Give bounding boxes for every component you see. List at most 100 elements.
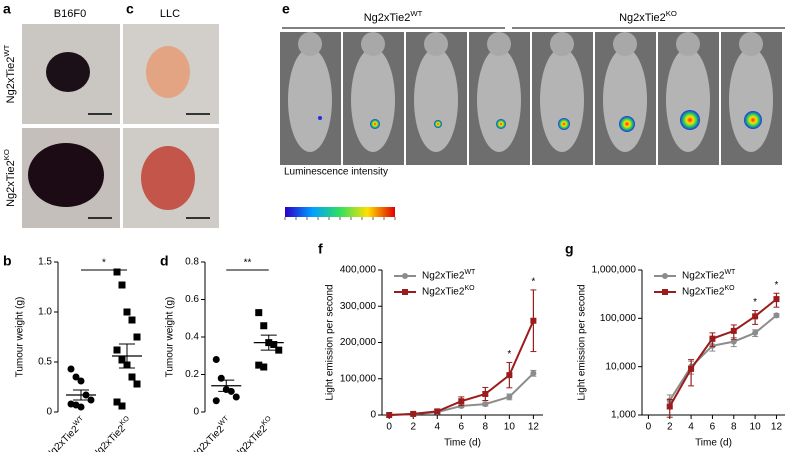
marker [72,373,80,381]
y-tick-label: 0.5 [38,357,52,368]
marker [666,403,673,410]
marker [386,412,393,418]
marker [530,317,537,324]
x-axis-label: Time (d) [444,438,481,449]
y-tick-label: 100,000 [600,313,637,324]
y-tick-label: 0.2 [185,369,199,380]
photo-a [22,24,120,228]
x-tick-label: Ng2xTie2KO [89,415,135,452]
photo-c [123,24,219,228]
mouse-body [414,48,458,152]
marker [275,346,283,354]
mouse-body [666,48,710,152]
x-tick-label: 4 [688,422,694,433]
y-tick-label: 0 [193,407,199,418]
marker [113,398,121,406]
marker [730,327,737,334]
y-axis-label: Tumour weight (g) [165,297,176,378]
marker [217,374,225,382]
marker [434,408,441,415]
panel-letter: e [282,1,290,17]
signal [558,118,570,130]
group-label: Ng2xTie2WT [364,9,423,24]
annotation: * [753,297,757,308]
y-tick-label: 10,000 [605,361,636,372]
significance: * [102,258,106,269]
panel-letter: d [160,253,169,269]
marker [87,396,95,404]
x-tick-label: 0 [386,422,392,433]
y-axis-label: Tumour weight (g) [15,297,26,378]
x-tick-label: 0 [646,422,652,433]
y-tick-label: 100,000 [340,373,377,384]
marker [270,341,278,348]
mouse-head [487,32,511,56]
marker [133,380,141,388]
panel-title: LLC [160,8,180,20]
series-line [668,314,778,401]
marker [67,365,75,373]
mouse-body [540,48,584,152]
marker [77,377,85,385]
annotation: * [507,349,511,360]
panel-title: B16F0 [54,8,86,20]
row-label: Ng2xTie2KO [2,149,17,207]
mouse-head [361,32,385,56]
signal [434,120,442,128]
mouse-body [729,48,773,152]
y-tick-label: 0.8 [185,257,199,268]
marker [118,281,126,289]
marker [128,316,136,324]
annotation: * [531,277,535,288]
signal [496,119,506,129]
y-tick-label: 0 [370,410,376,421]
marker [255,309,263,317]
x-tick-label: 2 [667,422,673,433]
mouse-body [477,48,521,152]
signal [680,110,700,130]
y-tick-label: 1.0 [38,307,52,318]
series-line [668,298,778,407]
marker [402,273,408,279]
annotation: * [775,280,779,291]
photo-e [280,32,782,165]
marker [482,401,489,408]
panel-letter: a [3,1,11,17]
x-tick-label: 10 [504,422,516,433]
x-tick-label: 12 [771,422,783,433]
mouse-head [424,32,448,56]
marker [260,363,268,371]
panel-letter: b [3,253,12,269]
y-tick-label: 1.5 [38,257,52,268]
marker [688,365,695,372]
x-tick-label: 6 [710,422,716,433]
marker [730,338,737,345]
row-label: Ng2xTie2WT [2,44,17,103]
mouse-head [676,32,700,56]
y-tick-label: 0.4 [185,332,199,343]
y-axis-label: Light emission per second [325,284,336,400]
x-tick-label: 8 [483,422,489,433]
group-label: Ng2xTie2KO [619,9,677,24]
y-tick-label: 400,000 [340,265,377,276]
marker [773,312,780,319]
x-tick-label: 8 [731,422,737,433]
legend-label: Ng2xTie2WT [682,269,736,281]
significance: ** [244,258,252,269]
y-tick-label: 0 [46,407,52,418]
y-tick-label: 300,000 [340,301,377,312]
marker [482,390,489,397]
legend-label: Ng2xTie2WT [422,269,476,281]
marker [232,393,240,401]
x-tick-label: 2 [410,422,416,433]
signal [370,119,380,129]
marker [402,289,408,295]
marker [128,373,136,381]
y-tick-label: 1,000 [611,410,636,421]
signal [619,116,635,132]
marker [662,273,668,279]
marker [113,346,121,354]
mouse-body [603,48,647,152]
mouse-head [550,32,574,56]
